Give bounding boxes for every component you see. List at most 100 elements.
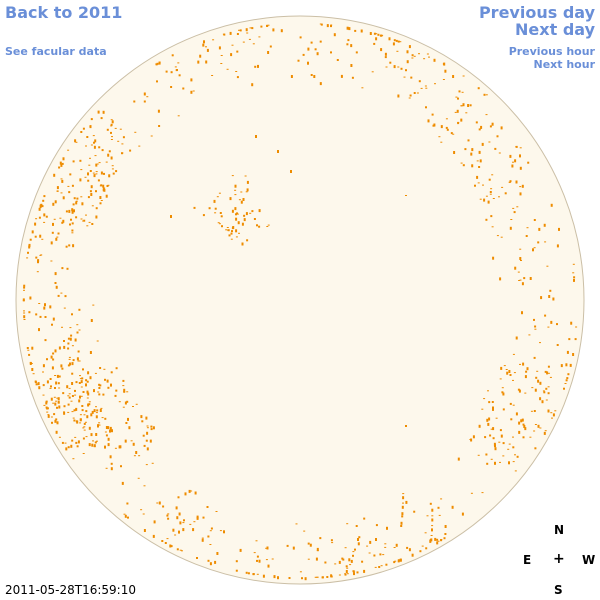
magnetic-feature-dot: [330, 24, 333, 26]
magnetic-feature-dot: [413, 510, 416, 513]
magnetic-feature-dot: [400, 525, 403, 527]
magnetic-feature-dot: [39, 234, 42, 238]
magnetic-feature-dot: [100, 407, 103, 409]
magnetic-feature-dot: [542, 390, 545, 392]
magnetic-feature-dot: [135, 403, 138, 405]
magnetic-feature-dot: [288, 577, 291, 579]
magnetic-feature-dot: [102, 110, 105, 114]
magnetic-feature-dot: [141, 420, 144, 423]
magnetic-feature-dot: [110, 462, 113, 465]
magnetic-feature-dot: [481, 142, 484, 146]
magnetic-feature-dot: [192, 90, 195, 92]
magnetic-feature-dot: [338, 574, 341, 576]
magnetic-feature-dot: [115, 389, 118, 392]
magnetic-feature-dot: [489, 125, 492, 128]
magnetic-feature-dot: [209, 530, 212, 532]
magnetic-feature-dot: [58, 436, 61, 438]
magnetic-feature-dot: [231, 230, 233, 233]
facular-data-link[interactable]: See facular data: [5, 45, 107, 58]
magnetic-feature-dot: [462, 103, 465, 107]
magnetic-feature-dot: [525, 370, 528, 373]
magnetic-feature-dot: [202, 516, 205, 519]
magnetic-feature-dot: [350, 559, 353, 563]
magnetic-feature-dot: [425, 547, 428, 550]
magnetic-feature-dot: [27, 251, 29, 254]
magnetic-feature-dot: [149, 439, 152, 443]
magnetic-feature-dot: [241, 222, 244, 226]
magnetic-feature-dot: [127, 417, 129, 421]
magnetic-feature-dot: [99, 367, 102, 369]
magnetic-feature-dot: [183, 519, 185, 522]
magnetic-feature-dot: [476, 160, 479, 162]
magnetic-feature-dot: [54, 419, 57, 423]
magnetic-feature-dot: [522, 362, 525, 366]
magnetic-feature-dot: [238, 232, 240, 234]
magnetic-feature-dot: [111, 168, 114, 170]
magnetic-feature-dot: [134, 131, 137, 133]
magnetic-feature-dot: [330, 575, 333, 578]
magnetic-feature-dot: [290, 75, 293, 78]
magnetic-feature-dot: [42, 394, 45, 396]
magnetic-feature-dot: [240, 200, 243, 204]
magnetic-feature-dot: [440, 141, 443, 143]
magnetic-feature-dot: [397, 559, 400, 563]
magnetic-feature-dot: [360, 29, 363, 33]
next-day-link[interactable]: Next day: [515, 20, 595, 39]
magnetic-feature-dot: [43, 221, 46, 223]
magnetic-feature-dot: [352, 554, 354, 557]
magnetic-feature-dot: [457, 122, 460, 125]
magnetic-feature-dot: [86, 415, 89, 419]
next-hour-link[interactable]: Next hour: [533, 58, 596, 71]
magnetic-feature-dot: [315, 557, 318, 561]
magnetic-feature-dot: [519, 257, 522, 260]
magnetic-feature-dot: [130, 440, 133, 442]
magnetic-feature-dot: [53, 173, 56, 177]
magnetic-feature-dot: [110, 156, 113, 160]
magnetic-feature-dot: [235, 217, 238, 221]
magnetic-feature-dot: [307, 61, 309, 65]
magnetic-feature-dot: [146, 425, 149, 427]
magnetic-feature-dot: [231, 175, 234, 177]
magnetic-feature-dot: [550, 412, 553, 414]
magnetic-feature-dot: [65, 447, 68, 451]
magnetic-feature-dot: [429, 502, 432, 505]
magnetic-feature-dot: [406, 546, 409, 549]
magnetic-feature-dot: [575, 326, 578, 328]
magnetic-feature-dot: [256, 224, 258, 227]
magnetic-feature-dot: [80, 386, 83, 388]
magnetic-feature-dot: [212, 39, 215, 41]
magnetic-feature-dot: [424, 532, 427, 534]
magnetic-feature-dot: [452, 75, 455, 78]
compass-center-icon: +: [553, 551, 565, 567]
magnetic-feature-dot: [166, 514, 169, 517]
magnetic-feature-dot: [443, 537, 446, 540]
magnetic-feature-dot: [524, 427, 527, 431]
magnetic-feature-dot: [95, 190, 97, 193]
magnetic-feature-dot: [277, 150, 279, 153]
magnetic-feature-dot: [223, 530, 225, 534]
magnetic-feature-dot: [78, 329, 81, 331]
magnetic-feature-dot: [93, 389, 95, 393]
magnetic-feature-dot: [533, 219, 536, 221]
magnetic-feature-dot: [152, 534, 155, 538]
magnetic-feature-dot: [397, 94, 400, 98]
previous-day-link[interactable]: Previous day: [478, 3, 595, 22]
magnetic-feature-dot: [75, 407, 78, 411]
magnetic-feature-dot: [535, 376, 538, 379]
magnetic-feature-dot: [474, 184, 476, 187]
magnetic-feature-dot: [482, 184, 484, 186]
magnetic-feature-dot: [35, 383, 38, 386]
magnetic-feature-dot: [483, 198, 486, 202]
back-to-year-link[interactable]: Back to 2011: [5, 3, 123, 22]
magnetic-feature-dot: [470, 492, 473, 494]
magnetic-feature-dot: [252, 43, 255, 45]
magnetic-feature-dot: [297, 59, 300, 62]
magnetic-feature-dot: [235, 560, 238, 563]
magnetic-feature-dot: [256, 573, 259, 575]
magnetic-feature-dot: [150, 428, 153, 431]
magnetic-feature-dot: [78, 399, 81, 403]
magnetic-feature-dot: [516, 455, 519, 458]
previous-hour-link[interactable]: Previous hour: [508, 45, 595, 58]
magnetic-feature-dot: [433, 58, 436, 62]
magnetic-feature-dot: [23, 286, 26, 289]
